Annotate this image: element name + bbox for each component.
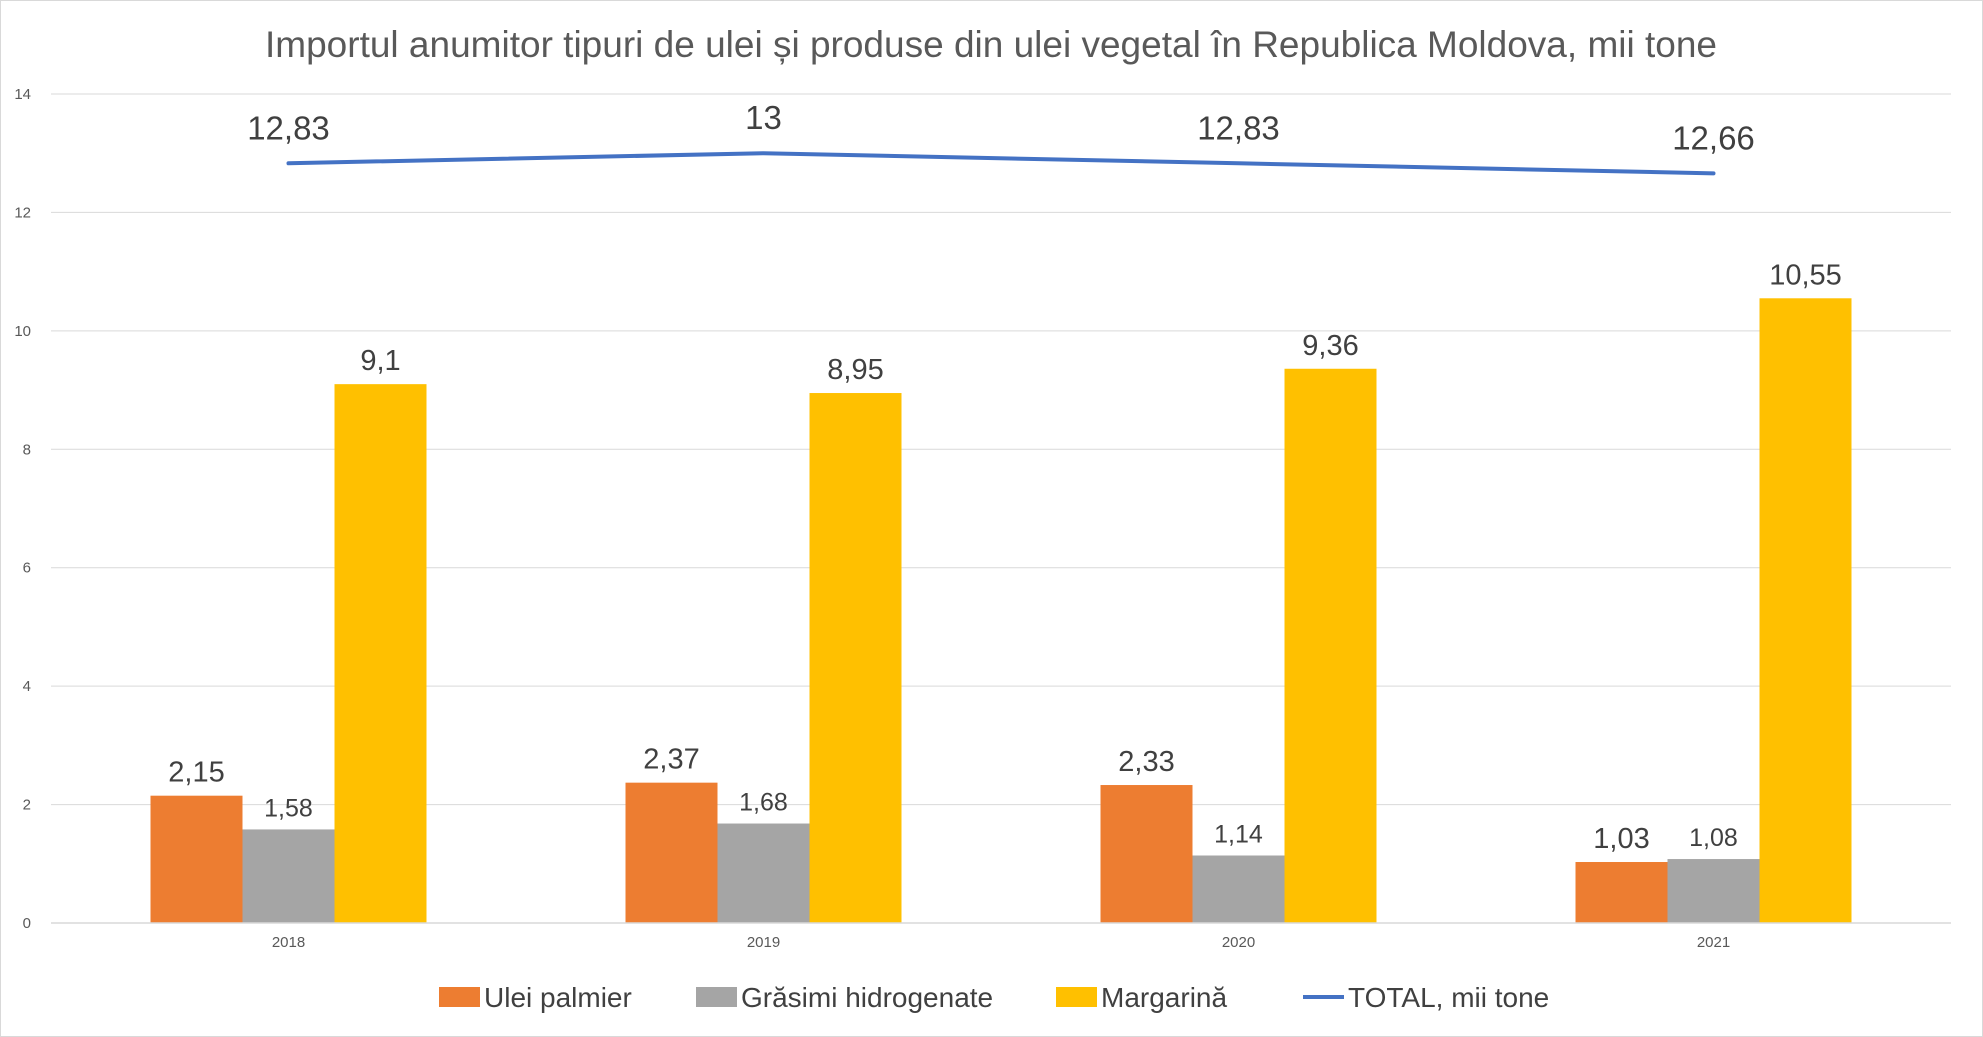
data-label: 10,55: [1769, 259, 1842, 291]
bar-grasimi-hidrogenate: [242, 829, 335, 923]
x-tick-label: 2018: [272, 934, 305, 951]
y-tick-label: 12: [14, 204, 31, 221]
data-label: 2,33: [1118, 746, 1174, 778]
total-line-layer: [286, 151, 1716, 176]
y-tick-label: 8: [23, 441, 31, 458]
data-label: 9,1: [360, 345, 400, 377]
total-line: [286, 151, 1716, 176]
bar-margarina: [1759, 298, 1852, 923]
legend-label: Grăsimi hidrogenate: [741, 982, 993, 1013]
y-tick-label: 10: [14, 323, 31, 340]
data-labels: 2,15 2,37 2,33 1,03 1,58 1,68 1,14 1,08 9,1 8,95 9…: [168, 99, 1842, 855]
y-tick-label: 6: [23, 560, 31, 577]
legend-swatch-grasimi-hidrogenate: [696, 987, 737, 1007]
y-tick-label: 14: [14, 86, 31, 103]
x-tick-label: 2019: [747, 934, 780, 951]
bar-margarina: [809, 393, 902, 924]
bar-grasimi-hidrogenate: [1192, 855, 1285, 923]
data-label: 8,95: [827, 354, 883, 386]
x-tick-label: 2020: [1222, 934, 1255, 951]
y-axis-ticks: 0 2 4 6 8 10 12 14: [14, 86, 31, 932]
total-data-label: 12,83: [1197, 109, 1280, 146]
y-tick-label: 2: [23, 797, 31, 814]
bar-ulei-palmier: [150, 795, 243, 923]
y-tick-label: 4: [23, 678, 31, 695]
total-data-label: 13: [745, 99, 782, 136]
legend-label: Ulei palmier: [484, 982, 632, 1013]
total-data-label: 12,83: [247, 109, 330, 146]
data-label: 1,14: [1214, 820, 1263, 848]
data-label: 1,03: [1593, 823, 1649, 855]
x-axis-ticks: 2018 2019 2020 2021: [51, 922, 1951, 951]
chart-title: Importul anumitor tipuri de ulei și prod…: [265, 24, 1717, 65]
data-label: 1,08: [1689, 824, 1738, 852]
legend-label: TOTAL, mii tone: [1348, 982, 1549, 1013]
y-tick-label: 0: [23, 915, 31, 932]
data-label: 1,58: [264, 794, 313, 822]
data-label: 2,15: [168, 757, 224, 789]
bar-ulei-palmier: [1575, 862, 1668, 923]
bar-grasimi-hidrogenate: [717, 823, 810, 923]
bars: [150, 298, 1852, 924]
legend-label: Margarină: [1101, 982, 1227, 1013]
legend-swatch-margarina: [1056, 987, 1097, 1007]
bar-margarina: [1284, 368, 1377, 923]
bar-ulei-palmier: [1100, 785, 1193, 923]
x-tick-label: 2021: [1697, 934, 1730, 951]
data-label: 2,37: [643, 744, 699, 776]
legend: Ulei palmier Grăsimi hidrogenate Margarină…: [439, 982, 1549, 1013]
data-label: 1,68: [739, 789, 788, 817]
bar-ulei-palmier: [625, 782, 718, 923]
data-label: 9,36: [1302, 330, 1358, 362]
bar-margarina: [334, 384, 427, 923]
bar-grasimi-hidrogenate: [1667, 859, 1760, 923]
total-data-label: 12,66: [1672, 119, 1755, 156]
legend-swatch-ulei-palmier: [439, 987, 480, 1007]
